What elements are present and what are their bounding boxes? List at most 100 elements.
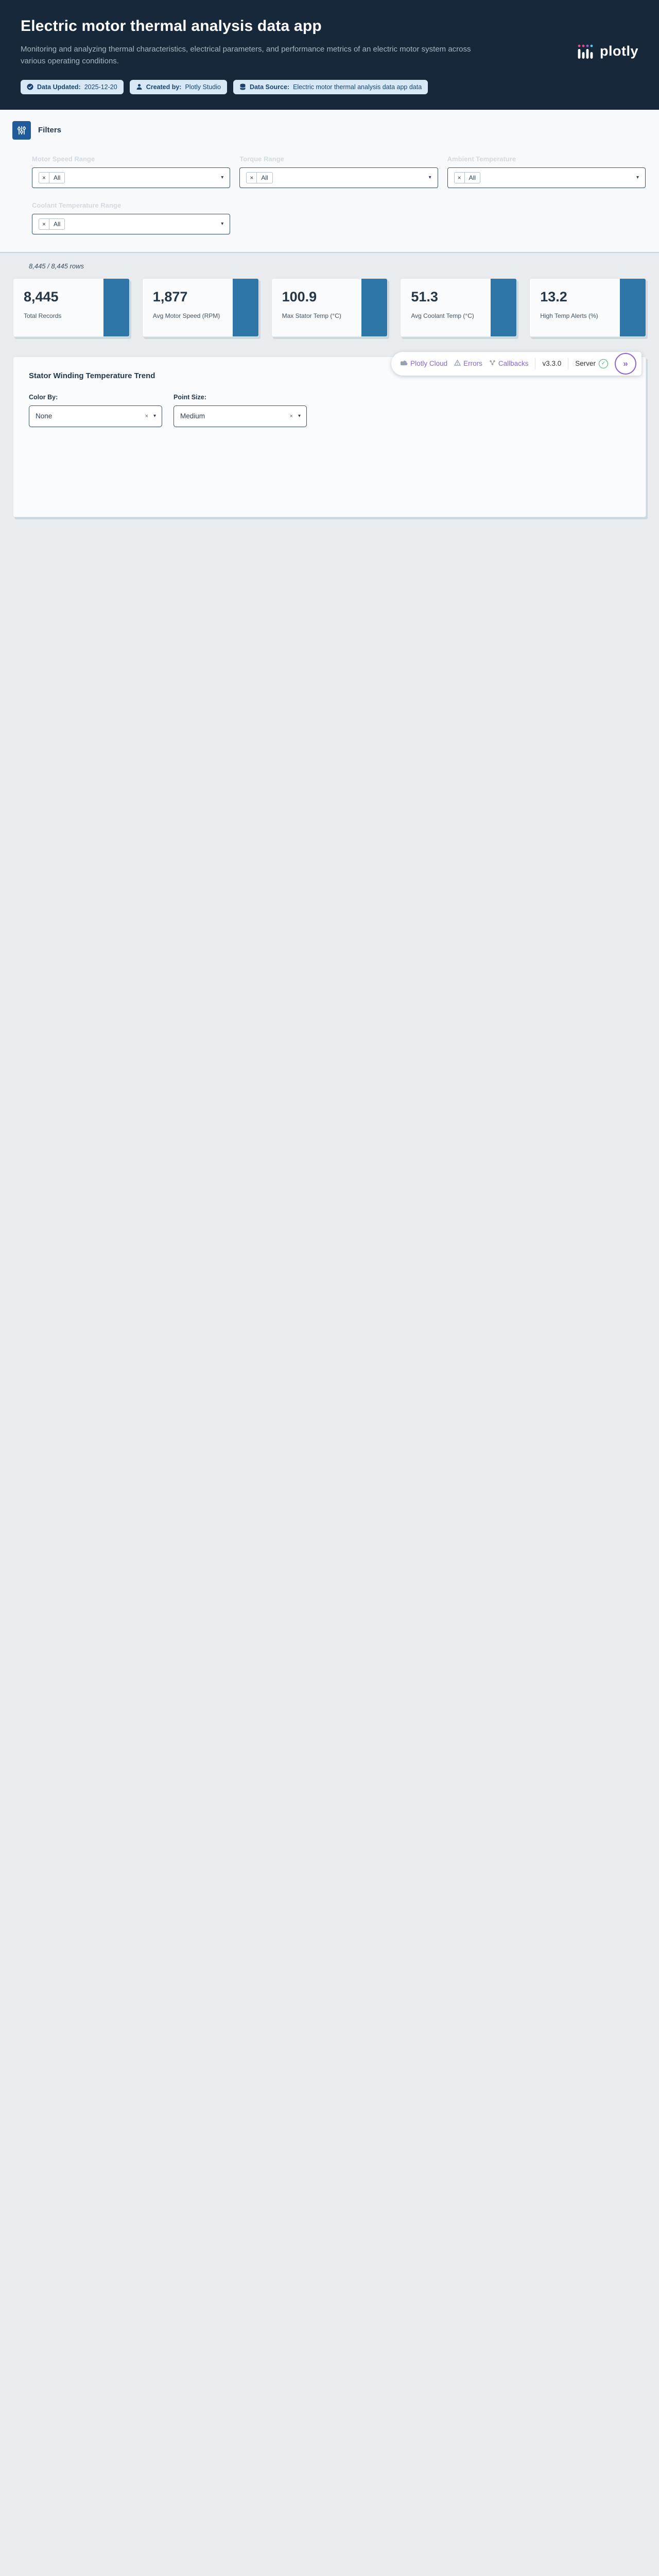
chevron-down-icon[interactable]: ▾ — [636, 175, 639, 180]
filter-label: Motor Speed Range — [32, 155, 95, 163]
page-title: Electric motor thermal analysis data app — [21, 18, 322, 35]
stat-value: 100.9 — [282, 289, 317, 304]
chevron-down-icon[interactable]: ▾ — [221, 175, 224, 180]
app-header: Electric motor thermal analysis data app… — [0, 0, 659, 110]
chip-value: All — [469, 174, 476, 181]
stat-value: 8,445 — [24, 289, 59, 304]
rows-count-note: 8,445 / 8,445 rows — [29, 262, 84, 270]
badge-row: Data Updated: 2025-12-20 Created by: Plo… — [21, 79, 638, 94]
filter-label: Coolant Temperature Range — [32, 201, 122, 209]
chip-remove-icon[interactable]: × — [455, 172, 465, 183]
debug-plotly-cloud[interactable]: Plotly Cloud — [400, 360, 448, 367]
chip-remove-icon[interactable]: × — [247, 172, 257, 183]
stat-card-5: 13.2 High Temp Alerts (%) — [529, 278, 646, 337]
control-label: Point Size: — [174, 393, 206, 401]
person-icon — [136, 83, 143, 90]
filter-field-4: Coolant Temperature Range × All ▾ — [32, 201, 231, 234]
control-value: Medium — [180, 412, 205, 420]
server-ok-icon: ✓ — [599, 359, 608, 368]
debug-plotly-cloud-icon — [400, 360, 408, 367]
filter-field-3: Ambient Temperature × All ▾ — [447, 155, 646, 188]
stat-label: Avg Coolant Temp (°C) — [411, 312, 474, 319]
debug-callbacks-icon — [489, 360, 496, 367]
badge-value: 2025-12-20 — [84, 83, 117, 91]
stat-value: 51.3 — [411, 289, 438, 304]
plotly-logo-icon — [578, 44, 593, 59]
debug-server-status[interactable]: Server ✓ — [575, 359, 608, 368]
stat-accent-bar — [491, 278, 517, 336]
stat-card-3: 100.9 Max Stator Temp (°C) — [271, 278, 388, 337]
debug-expand-button[interactable]: » — [615, 352, 636, 375]
control-1: Color By: None × ▾ — [29, 394, 162, 427]
card-title: Stator Winding Temperature Trend — [29, 371, 155, 380]
control-2: Point Size: Medium × ▾ — [174, 394, 307, 427]
debug-version: v3.3.0 — [542, 360, 562, 367]
filters-grid: Motor Speed Range × All ▾ Torque Range × All ▾ A… — [0, 155, 659, 234]
page-subtitle: Monitoring and analyzing thermal charact… — [21, 45, 471, 66]
filter-dropdown[interactable]: × All ▾ — [447, 167, 646, 188]
plotly-logo: plotly — [577, 43, 638, 59]
badge-value: Electric motor thermal analysis data app… — [293, 83, 422, 91]
control-label: Color By: — [29, 393, 58, 401]
plotly-logo-text: plotly — [600, 43, 638, 59]
clear-icon[interactable]: × — [289, 413, 293, 419]
stat-label: High Temp Alerts (%) — [540, 312, 598, 319]
clear-icon[interactable]: × — [145, 413, 148, 419]
control-value: None — [36, 412, 53, 420]
server-label: Server — [575, 360, 596, 367]
debug-errors-icon — [454, 359, 461, 367]
filter-chip: × All — [246, 172, 273, 183]
database-icon — [239, 83, 246, 90]
debug-plotly-cloud-label: Plotly Cloud — [410, 360, 448, 367]
filter-chip: × All — [39, 218, 65, 230]
chip-remove-icon[interactable]: × — [39, 172, 50, 183]
stat-card-row: 8,445 Total Records 1,877 Avg Motor Speed (… — [13, 278, 646, 337]
card-stator-winding-trend: Stator Winding Temperature Trend Color By… — [13, 351, 646, 517]
filter-dropdown[interactable]: × All ▾ — [32, 167, 231, 188]
control-dropdown[interactable]: None × ▾ — [29, 405, 162, 427]
filter-field-2: Torque Range × All ▾ — [239, 155, 438, 188]
check-circle-icon — [27, 83, 33, 90]
stat-card-2: 1,877 Avg Motor Speed (RPM) — [142, 278, 259, 337]
control-dropdown[interactable]: Medium × ▾ — [174, 405, 307, 427]
stat-label: Total Records — [24, 312, 62, 319]
debug-callbacks[interactable]: Callbacks — [489, 360, 528, 367]
chip-value: All — [54, 174, 61, 181]
filters-heading: Filters — [38, 126, 62, 134]
stat-label: Avg Motor Speed (RPM) — [152, 312, 220, 319]
chevron-down-icon[interactable]: ▾ — [153, 413, 156, 419]
debug-errors[interactable]: Errors — [454, 359, 482, 367]
debug-errors-label: Errors — [463, 360, 482, 367]
stat-card-1: 8,445 Total Records — [13, 278, 130, 337]
chevron-down-icon[interactable]: ▾ — [221, 221, 224, 227]
badge-value: Plotly Studio — [185, 83, 221, 91]
filter-chip: × All — [39, 172, 65, 183]
stat-value: 1,877 — [152, 289, 188, 304]
stat-value: 13.2 — [540, 289, 567, 304]
data-source-badge: Data Source: Electric motor thermal anal… — [233, 79, 428, 94]
chip-value: All — [54, 220, 61, 228]
chevron-down-icon[interactable]: ▾ — [428, 175, 431, 180]
cards-root: Stator Winding Temperature Trend Color By… — [0, 351, 659, 517]
stat-accent-bar — [619, 278, 646, 336]
filter-dropdown[interactable]: × All ▾ — [239, 167, 438, 188]
filter-field-1: Motor Speed Range × All ▾ — [32, 155, 231, 188]
chip-value: All — [261, 174, 268, 181]
stat-accent-bar — [103, 278, 129, 336]
section-divider — [0, 251, 659, 253]
dash-debug-bar: Plotly Cloud Errors Callbacks v3.3.0 Server ✓… — [391, 351, 641, 376]
data-updated-badge: Data Updated: 2025-12-20 — [21, 79, 124, 94]
stat-accent-bar — [232, 278, 258, 336]
chip-remove-icon[interactable]: × — [39, 218, 50, 229]
controls-row: Color By: None × ▾ Point Size: Medium × ▾ — [29, 394, 646, 427]
filter-dropdown[interactable]: × All ▾ — [32, 213, 231, 234]
filter-label: Torque Range — [239, 155, 284, 163]
badge-label: Data Updated: — [37, 83, 81, 91]
stat-accent-bar — [361, 278, 388, 336]
filter-chip: × All — [454, 172, 481, 183]
badge-label: Created by: — [146, 83, 182, 91]
badge-label: Data Source: — [249, 83, 290, 91]
filters-panel: Filters Motor Speed Range × All ▾ Torque Ran… — [0, 109, 659, 252]
chevron-down-icon[interactable]: ▾ — [298, 413, 301, 419]
filters-icon — [12, 121, 31, 140]
